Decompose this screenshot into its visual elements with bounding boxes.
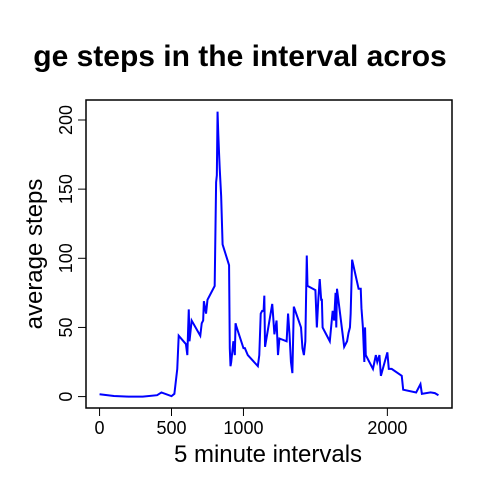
y-tick-label: 100 <box>56 243 76 273</box>
y-tick-label: 50 <box>56 317 76 337</box>
x-tick-label: 2000 <box>367 418 407 438</box>
line-series <box>99 111 439 398</box>
x-axis-label: 5 minute intervals <box>174 441 362 468</box>
x-tick-label: 500 <box>156 418 186 438</box>
chart-title: ge steps in the interval acros <box>33 40 446 73</box>
y-tick-label: 0 <box>56 392 76 402</box>
y-tick-label: 150 <box>56 174 76 204</box>
plot-box <box>85 99 453 409</box>
x-tick-label: 1000 <box>223 418 263 438</box>
y-axis-label: average steps <box>21 179 48 330</box>
x-tick-label: 0 <box>95 418 105 438</box>
y-tick-label: 200 <box>56 105 76 135</box>
